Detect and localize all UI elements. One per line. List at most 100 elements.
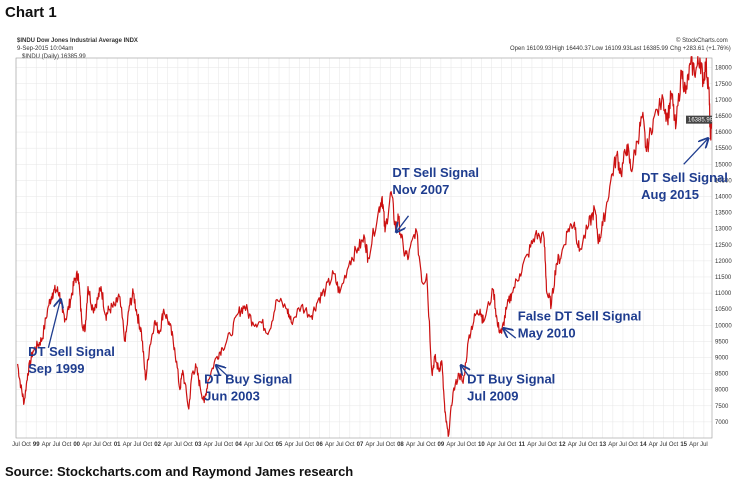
x-tick-label: 06 [316, 442, 323, 448]
annotation-text: DT Sell Signal [641, 170, 728, 185]
legend-label: $INDU (Daily) 16385.99 [22, 54, 86, 60]
annotation-arrow [504, 329, 517, 339]
x-tick-label: 15 [680, 442, 687, 448]
x-tick-label: Apr [163, 442, 172, 448]
x-tick-label: Apr [123, 442, 132, 448]
x-tick-label: Jul [93, 442, 101, 448]
annotation-1: DT Buy Signal Jun 2003 [204, 366, 292, 403]
chart-title: Chart 1 [5, 4, 57, 21]
x-tick-label: Apr [325, 442, 334, 448]
grid [15, 58, 712, 438]
x-axis: Jul Oct 99 Apr Jul Oct 00 Apr Jul Oct 01 Apr Jul Oct 0… [12, 442, 708, 448]
y-tick-label: 11000 [715, 291, 732, 297]
x-tick-label: Jul [214, 442, 222, 448]
annotation-arrow [216, 366, 229, 378]
x-tick-label: 01 [114, 442, 121, 448]
y-tick-label: 18000 [715, 66, 732, 72]
x-tick-label: Jul [538, 442, 546, 448]
x-tick-label: 13 [599, 442, 606, 448]
symbol-label: $INDU Dow Jones Industrial Average INDX [17, 38, 138, 44]
annotation-text: Jul 2009 [467, 388, 518, 403]
x-tick-label: Apr [284, 442, 293, 448]
x-tick-label: 09 [438, 442, 445, 448]
annotation-text: Nov 2007 [392, 182, 449, 197]
x-tick-label: Oct [143, 442, 153, 448]
x-tick-label: Oct [507, 442, 517, 448]
brand-label: © StockCharts.com [676, 38, 728, 44]
last-value: Last 16385.99 [630, 46, 669, 52]
annotation-arrow [461, 366, 469, 378]
annotation-text: DT Buy Signal [467, 371, 555, 386]
x-tick-label: Jul [12, 442, 20, 448]
annotation-3: False DT Sell Signal May 2010 [504, 308, 642, 340]
x-tick-label: Apr [608, 442, 617, 448]
x-tick-label: Jul [295, 442, 303, 448]
low-value: Low 16109.93 [592, 46, 630, 52]
x-tick-label: Oct [62, 442, 72, 448]
x-tick-label: Oct [588, 442, 598, 448]
x-tick-label: Oct [224, 442, 234, 448]
x-tick-label: Jul [417, 442, 425, 448]
x-tick-label: Oct [183, 442, 193, 448]
x-tick-label: Apr [568, 442, 577, 448]
y-tick-label: 8000 [715, 388, 729, 394]
x-tick-label: 03 [195, 442, 202, 448]
x-tick-label: Jul [174, 442, 182, 448]
x-tick-label: Oct [467, 442, 477, 448]
annotation-arrow [47, 300, 60, 348]
y-tick-label: 9500 [715, 339, 729, 345]
annotation-2: DT Sell Signal Nov 2007 [392, 165, 479, 232]
annotation-arrow [683, 139, 708, 165]
x-tick-label: Oct [628, 442, 638, 448]
last-price-tag: 16385.99 [686, 115, 714, 124]
x-tick-label: 08 [397, 442, 404, 448]
x-tick-label: Oct [345, 442, 355, 448]
x-tick-label: Apr [689, 442, 698, 448]
x-tick-label: Jul [457, 442, 465, 448]
x-tick-label: Apr [649, 442, 658, 448]
y-tick-label: 12000 [715, 259, 732, 265]
annotation-text: Aug 2015 [641, 187, 699, 202]
x-tick-label: 05 [276, 442, 283, 448]
x-tick-label: Jul [255, 442, 263, 448]
x-tick-label: Apr [204, 442, 213, 448]
annotation-text: DT Sell Signal [28, 344, 115, 359]
x-tick-label: Oct [547, 442, 557, 448]
x-tick-label: Apr [487, 442, 496, 448]
x-tick-label: Jul [336, 442, 344, 448]
x-tick-label: Jul [134, 442, 142, 448]
x-tick-label: Apr [42, 442, 51, 448]
x-tick-label: Jul [660, 442, 668, 448]
x-tick-label: 10 [478, 442, 485, 448]
x-tick-label: Apr [406, 442, 415, 448]
annotation-text: May 2010 [518, 325, 576, 340]
y-axis: 7000 7500 8000 8500 9000 9500 10000 10500 11000 1… [715, 66, 732, 426]
x-tick-label: Jul [619, 442, 627, 448]
y-tick-label: 17000 [715, 98, 732, 104]
annotation-0: DT Sell Signal Sep 1999 [28, 300, 115, 376]
x-tick-label: Oct [386, 442, 396, 448]
y-tick-label: 12500 [715, 243, 732, 249]
y-tick-label: 14000 [715, 194, 732, 200]
y-tick-label: 8500 [715, 372, 729, 378]
series-line-indu [17, 56, 713, 437]
y-tick-label: 13500 [715, 211, 732, 217]
source-note: Source: Stockcharts.com and Raymond Jame… [5, 464, 354, 479]
x-tick-label: Apr [527, 442, 536, 448]
annotation-text: False DT Sell Signal [518, 308, 642, 323]
x-tick-label: Jul [700, 442, 708, 448]
x-tick-label: Apr [244, 442, 253, 448]
y-tick-label: 15000 [715, 162, 732, 168]
x-tick-label: 14 [640, 442, 647, 448]
y-tick-label: 11500 [715, 275, 732, 281]
y-tick-label: 9000 [715, 355, 729, 361]
x-tick-label: Jul [376, 442, 384, 448]
y-tick-label: 16000 [715, 130, 732, 136]
y-tick-label: 14500 [715, 178, 732, 184]
x-tick-label: Jul [579, 442, 587, 448]
x-tick-label: Jul [53, 442, 61, 448]
y-tick-label: 10000 [715, 323, 732, 329]
x-tick-label: 02 [154, 442, 161, 448]
annotation-4: DT Buy Signal Jul 2009 [461, 366, 555, 403]
